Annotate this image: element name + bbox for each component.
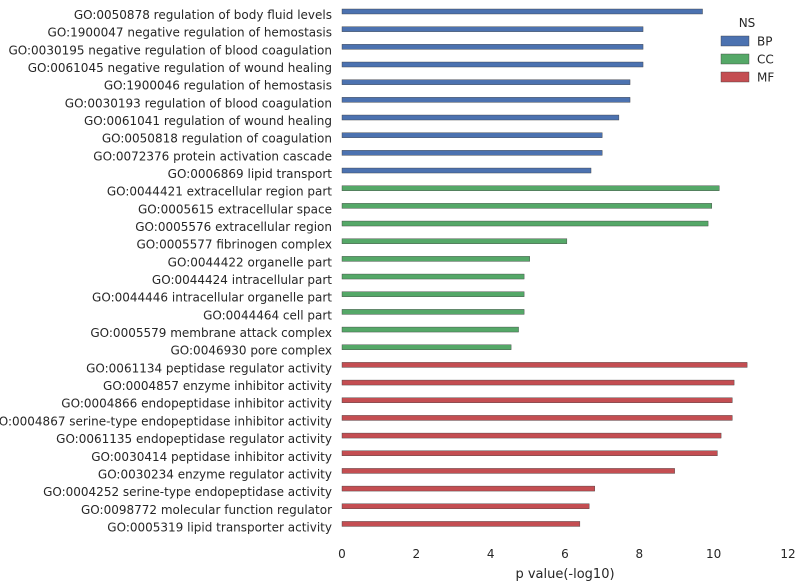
legend: NS BP CC MF	[720, 16, 774, 85]
x-tick-label: 8	[636, 547, 644, 561]
category-label: GO:0050878 regulation of body fluid leve…	[74, 8, 332, 22]
bar	[341, 97, 631, 103]
category-label: GO:0030234 enzyme regulator activity	[98, 467, 332, 481]
x-tick-label: 0	[338, 547, 346, 561]
x-tick-label: 12	[780, 547, 795, 561]
bar	[341, 485, 595, 492]
x-tick-label: 6	[561, 547, 569, 561]
category-label: GO:0005576 extracellular region	[135, 220, 332, 234]
category-label: GO:0004857 enzyme inhibitor activity	[103, 379, 332, 393]
category-label: GO:0061135 endopeptidase regulator activ…	[56, 432, 332, 446]
bar	[341, 256, 530, 262]
category-label: GO:0044424 intracellular part	[152, 273, 332, 287]
bar	[341, 432, 722, 439]
bar	[341, 521, 581, 527]
bar	[341, 8, 703, 15]
category-label: GO:0050818 regulation of coagulation	[102, 132, 332, 146]
legend-swatch	[720, 35, 750, 47]
legend-title: NS	[739, 16, 756, 30]
legend-label: CC	[757, 53, 774, 67]
category-label: GO:0005579 membrane attack complex	[90, 326, 332, 340]
bar	[341, 79, 631, 85]
bar	[341, 26, 644, 32]
bar	[341, 309, 525, 315]
category-label: GO:0044464 cell part	[203, 308, 332, 322]
x-axis-label: p value(-log10)	[515, 567, 614, 582]
bar	[341, 468, 675, 474]
category-label: GO:0004867 serine-type endopeptidase inh…	[0, 414, 332, 428]
category-label: GO:0004866 endopeptidase inhibitor activ…	[61, 397, 332, 411]
legend-label: MF	[757, 71, 774, 85]
category-label: GO:0030195 negative regulation of blood …	[8, 43, 332, 57]
category-label: GO:0005319 lipid transporter activity	[107, 520, 332, 534]
category-label: GO:0061041 regulation of wound healing	[84, 114, 332, 128]
bar	[341, 44, 644, 50]
category-label: GO:0098772 molecular function regulator	[81, 503, 332, 517]
category-label: GO:0046930 pore complex	[170, 344, 332, 358]
bar	[341, 273, 525, 280]
bar	[341, 114, 620, 121]
bar	[341, 450, 718, 456]
x-tick-label: 4	[487, 547, 495, 561]
category-label: GO:0030193 regulation of blood coagulati…	[65, 96, 332, 110]
bar	[341, 150, 603, 156]
category-label: GO:1900047 negative regulation of hemost…	[48, 26, 332, 40]
category-label: GO:0044446 intracellular organelle part	[92, 291, 332, 305]
bar	[341, 397, 733, 403]
bar	[341, 503, 590, 509]
bars-layer	[341, 8, 748, 527]
category-label: GO:0006869 lipid transport	[168, 167, 333, 181]
legend-swatch	[720, 71, 750, 83]
category-label: GO:0030414 peptidase inhibitor activity	[91, 450, 332, 464]
bar	[341, 185, 720, 191]
category-label: GO:0005577 fibrinogen complex	[137, 238, 333, 252]
bar	[341, 132, 603, 138]
bar	[341, 344, 512, 350]
legend-swatch	[720, 53, 750, 65]
x-tick-label: 10	[706, 547, 721, 561]
bar	[341, 415, 733, 421]
legend-entries: BP CC MF	[720, 35, 774, 85]
bar	[341, 167, 592, 174]
category-label: GO:0044422 organelle part	[168, 255, 333, 269]
bar	[341, 203, 713, 209]
category-labels: GO:0050878 regulation of body fluid leve…	[0, 8, 332, 534]
legend-label: BP	[757, 35, 772, 49]
bar	[341, 291, 525, 297]
x-axis-ticks: 0 2 4 6 8 10 12	[338, 547, 795, 561]
category-label: GO:0061134 peptidase regulator activity	[86, 361, 332, 375]
category-label: GO:0005615 extracellular space	[138, 202, 332, 216]
bar	[341, 220, 709, 227]
category-label: GO:0044421 extracellular region part	[107, 185, 332, 199]
bar	[341, 362, 748, 368]
category-label: GO:1900046 regulation of hemostasis	[104, 79, 332, 93]
category-label: GO:0072376 protein activation cascade	[93, 149, 332, 163]
x-tick-label: 2	[413, 547, 421, 561]
category-label: GO:0061045 negative regulation of wound …	[28, 61, 332, 75]
bar	[341, 61, 644, 68]
category-label: GO:0004252 serine-type endopeptidase act…	[43, 485, 332, 499]
bar	[341, 379, 735, 386]
bar	[341, 238, 568, 244]
bar	[341, 326, 519, 333]
